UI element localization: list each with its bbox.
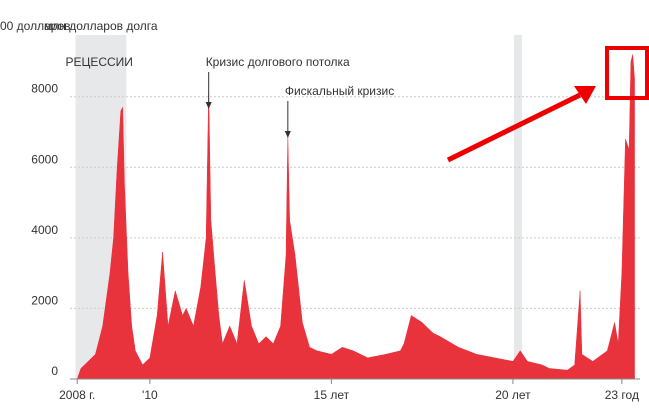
annotation-arrowhead bbox=[284, 131, 291, 138]
highlight-box bbox=[605, 46, 649, 100]
plot: РЕЦЕССИИ 0 2000 4000 6000 8000 2008 г. '10 15 ле… bbox=[31, 35, 640, 402]
area bbox=[76, 54, 635, 380]
x-tick-label: 15 лет bbox=[314, 388, 350, 402]
annotation-arrowhead bbox=[205, 102, 212, 109]
y-tick-label: 8000 bbox=[31, 82, 58, 96]
annotation: Фискальный кризис bbox=[285, 84, 394, 98]
x-tick-label: 20 лет bbox=[495, 388, 531, 402]
x-tick-label: 2008 г. bbox=[59, 388, 95, 402]
y-tick-label: 6000 bbox=[31, 152, 58, 166]
y-tick-label: 0 bbox=[51, 364, 58, 378]
highlight-arrowhead bbox=[574, 86, 596, 104]
y-tick-label: 2000 bbox=[31, 293, 58, 307]
x-tick-label: 23 год bbox=[605, 388, 639, 402]
chart-title: млн долларов долга bbox=[44, 19, 158, 33]
highlight-arrow bbox=[446, 92, 582, 163]
x-tick-label: '10 bbox=[142, 388, 158, 402]
y-tick-label: 4000 bbox=[31, 223, 58, 237]
annotation: Кризис долгового потолка bbox=[206, 55, 350, 69]
recession-label: РЕЦЕССИИ bbox=[65, 55, 132, 69]
chart-subtitle: 00 долларов bbox=[0, 19, 71, 33]
recession-band bbox=[514, 35, 523, 379]
